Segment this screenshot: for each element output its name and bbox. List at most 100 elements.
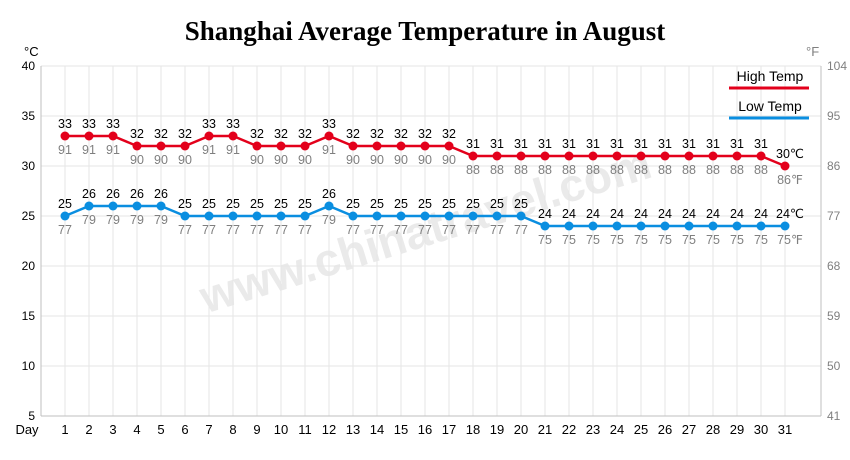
data-label-f: 90 (442, 153, 456, 167)
data-label-f: 90 (370, 153, 384, 167)
data-point (348, 211, 358, 221)
data-label-c: 25 (442, 197, 456, 211)
data-label-c: 31 (490, 137, 504, 151)
data-point (396, 141, 406, 151)
data-label-f: 88 (562, 163, 576, 177)
data-point (252, 141, 262, 151)
data-label-f: 86℉ (777, 173, 803, 187)
data-point (684, 221, 694, 231)
data-point (780, 221, 790, 231)
data-label-f: 77 (298, 223, 312, 237)
data-point (684, 151, 694, 161)
data-point (156, 201, 166, 211)
data-point (612, 221, 622, 231)
data-label-f: 77 (58, 223, 72, 237)
data-label-f: 77 (274, 223, 288, 237)
data-label-c: 25 (58, 197, 72, 211)
series: 33 91 33 91 33 91 32 90 32 90 32 90 33 91 33 91 32 90 32 90… (58, 117, 804, 247)
y-tick-label-f: 104 (827, 59, 847, 73)
data-point (636, 151, 646, 161)
data-point (444, 211, 454, 221)
data-label-c: 32 (178, 127, 192, 141)
data-label-c: 25 (466, 197, 480, 211)
y-tick-label-f: 77 (827, 209, 841, 223)
data-label-f: 88 (634, 163, 648, 177)
data-point (84, 201, 94, 211)
data-label-c: 31 (634, 137, 648, 151)
x-tick-label: 8 (229, 422, 236, 437)
data-label-c: 32 (250, 127, 264, 141)
y-tick-label-c: 35 (22, 109, 36, 123)
data-point (276, 211, 286, 221)
data-label-f: 77 (490, 223, 504, 237)
data-label-f: 75 (586, 233, 600, 247)
data-label-c: 26 (154, 187, 168, 201)
data-label-c: 24 (754, 207, 768, 221)
data-label-f: 88 (514, 163, 528, 177)
data-label-f: 77 (226, 223, 240, 237)
x-tick-label: 19 (490, 422, 504, 437)
x-tick-label: 11 (298, 422, 312, 437)
data-label-f: 77 (466, 223, 480, 237)
data-point (660, 221, 670, 231)
data-point (588, 151, 598, 161)
data-label-f: 77 (370, 223, 384, 237)
data-label-c: 24 (634, 207, 648, 221)
data-point (60, 211, 70, 221)
data-label-c: 25 (346, 197, 360, 211)
x-tick-label: 15 (394, 422, 408, 437)
data-label-f: 75℉ (777, 233, 803, 247)
data-label-f: 75 (610, 233, 624, 247)
data-point (324, 131, 334, 141)
data-label-f: 77 (178, 223, 192, 237)
data-label-c: 31 (610, 137, 624, 151)
x-tick-label: 26 (658, 422, 672, 437)
axes (40, 66, 822, 417)
x-tick-label: 18 (466, 422, 480, 437)
data-label-f: 91 (82, 143, 96, 157)
data-label-f: 77 (346, 223, 360, 237)
data-label-c: 31 (730, 137, 744, 151)
data-label-f: 79 (82, 213, 96, 227)
data-label-f: 88 (706, 163, 720, 177)
data-label-f: 91 (322, 143, 336, 157)
data-point (156, 141, 166, 151)
data-point (660, 151, 670, 161)
data-point (636, 221, 646, 231)
y-tick-label-f: 41 (827, 409, 841, 423)
data-label-c: 31 (514, 137, 528, 151)
data-label-c: 33 (322, 117, 336, 131)
data-label-c: 24℃ (776, 207, 804, 221)
y-tick-label-c: 5 (28, 409, 35, 423)
data-label-c: 25 (514, 197, 528, 211)
data-point (60, 131, 70, 141)
y-tick-label-c: 25 (22, 209, 36, 223)
data-label-c: 31 (682, 137, 696, 151)
data-label-c: 26 (322, 187, 336, 201)
data-label-c: 25 (226, 197, 240, 211)
data-point (300, 141, 310, 151)
data-label-c: 33 (106, 117, 120, 131)
data-label-f: 75 (706, 233, 720, 247)
data-label-f: 90 (346, 153, 360, 167)
x-tick-label: 25 (634, 422, 648, 437)
data-label-f: 77 (514, 223, 528, 237)
data-label-c: 32 (274, 127, 288, 141)
data-label-f: 75 (730, 233, 744, 247)
data-label-c: 31 (466, 137, 480, 151)
x-tick-label: 17 (442, 422, 456, 437)
data-label-c: 25 (370, 197, 384, 211)
series-low: 25 77 26 79 26 79 26 79 26 79 25 77 25 77 25 77 25 77 25 77… (58, 187, 804, 247)
data-label-f: 77 (442, 223, 456, 237)
x-tick-label: 2 (85, 422, 92, 437)
data-label-f: 75 (754, 233, 768, 247)
data-label-c: 25 (178, 197, 192, 211)
data-point (228, 131, 238, 141)
data-label-c: 32 (298, 127, 312, 141)
data-point (564, 221, 574, 231)
data-label-c: 25 (298, 197, 312, 211)
data-point (132, 201, 142, 211)
grid (41, 65, 821, 416)
data-label-f: 77 (202, 223, 216, 237)
y-tick-label-f: 50 (827, 359, 841, 373)
